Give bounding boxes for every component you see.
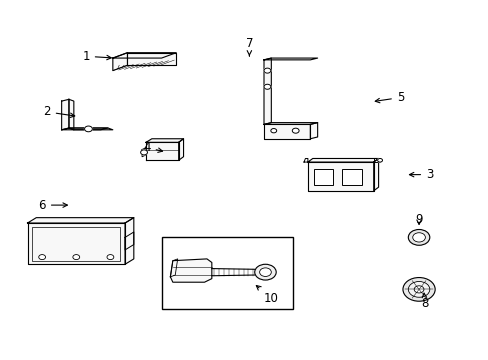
Polygon shape bbox=[61, 128, 108, 130]
Bar bbox=[341, 169, 361, 185]
Polygon shape bbox=[373, 158, 378, 191]
Circle shape bbox=[270, 129, 276, 133]
Polygon shape bbox=[264, 58, 317, 60]
Polygon shape bbox=[142, 148, 146, 157]
Polygon shape bbox=[264, 58, 271, 125]
Bar bbox=[32, 226, 120, 261]
Text: 6: 6 bbox=[39, 199, 67, 212]
Text: 10: 10 bbox=[256, 285, 278, 305]
Polygon shape bbox=[27, 218, 134, 223]
Circle shape bbox=[402, 278, 434, 301]
Polygon shape bbox=[310, 123, 317, 139]
Bar bbox=[161, 237, 293, 309]
Polygon shape bbox=[264, 123, 317, 125]
Polygon shape bbox=[373, 158, 379, 162]
Polygon shape bbox=[178, 139, 183, 160]
Polygon shape bbox=[146, 139, 183, 142]
Text: 2: 2 bbox=[43, 105, 75, 118]
Polygon shape bbox=[61, 99, 69, 130]
Polygon shape bbox=[307, 158, 378, 162]
Circle shape bbox=[259, 268, 271, 276]
Polygon shape bbox=[27, 223, 125, 264]
Circle shape bbox=[377, 158, 382, 162]
Polygon shape bbox=[69, 128, 113, 130]
Polygon shape bbox=[170, 259, 211, 282]
Circle shape bbox=[254, 264, 276, 280]
Circle shape bbox=[412, 233, 425, 242]
Circle shape bbox=[264, 84, 270, 89]
Circle shape bbox=[39, 255, 45, 260]
Polygon shape bbox=[125, 218, 134, 264]
Circle shape bbox=[141, 150, 147, 155]
Circle shape bbox=[407, 282, 429, 297]
Text: 7: 7 bbox=[245, 37, 253, 56]
Polygon shape bbox=[113, 53, 176, 58]
Polygon shape bbox=[146, 142, 178, 160]
Polygon shape bbox=[125, 232, 134, 250]
Text: 4: 4 bbox=[143, 141, 162, 154]
Text: 1: 1 bbox=[82, 50, 111, 63]
Polygon shape bbox=[69, 99, 74, 130]
Circle shape bbox=[413, 286, 423, 293]
Circle shape bbox=[73, 255, 80, 260]
Polygon shape bbox=[264, 125, 310, 139]
Circle shape bbox=[407, 229, 429, 245]
Polygon shape bbox=[170, 259, 177, 277]
Circle shape bbox=[292, 128, 299, 133]
Polygon shape bbox=[307, 162, 373, 191]
Bar bbox=[313, 169, 332, 185]
Text: 9: 9 bbox=[414, 213, 422, 226]
Circle shape bbox=[84, 126, 92, 132]
Polygon shape bbox=[304, 158, 307, 162]
Text: 8: 8 bbox=[420, 293, 427, 310]
Circle shape bbox=[107, 255, 114, 260]
Text: 3: 3 bbox=[408, 168, 432, 181]
Polygon shape bbox=[113, 53, 127, 71]
Text: 5: 5 bbox=[374, 91, 404, 104]
Circle shape bbox=[264, 68, 270, 73]
Polygon shape bbox=[127, 53, 176, 65]
